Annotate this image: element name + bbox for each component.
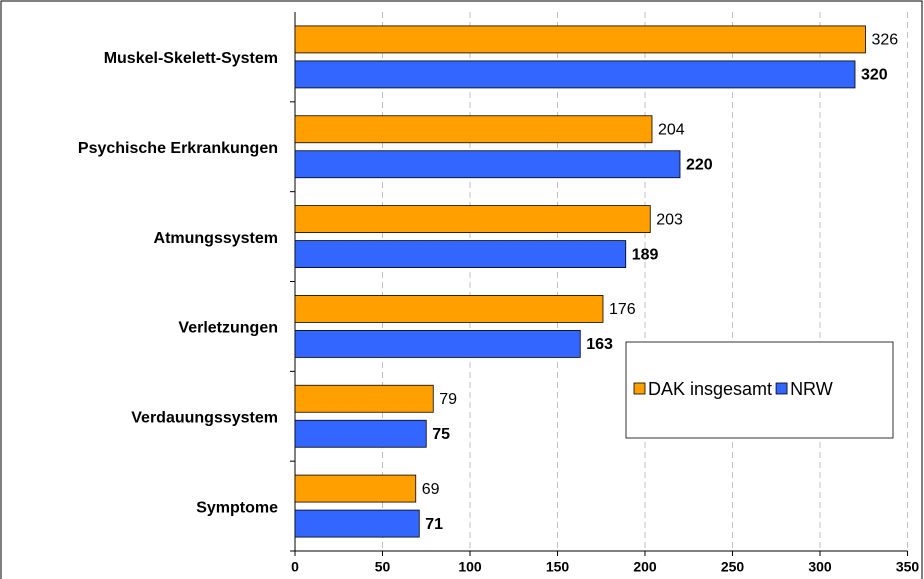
- bar: [294, 25, 866, 54]
- value-label: 203: [656, 211, 683, 228]
- y-tick-label: Symptome: [196, 499, 278, 516]
- value-label: 320: [861, 67, 888, 84]
- value-label: 176: [609, 301, 636, 318]
- bar: [294, 384, 434, 413]
- y-tick-label: Muskel-Skelett-System: [104, 50, 278, 67]
- legend-label: NRW: [790, 379, 833, 399]
- bar: [294, 330, 581, 358]
- value-label: 75: [432, 426, 450, 443]
- x-tick-label: 300: [808, 559, 832, 575]
- value-label: 69: [422, 481, 440, 498]
- value-label: 326: [872, 32, 899, 49]
- y-tick-label: Verletzungen: [178, 320, 278, 337]
- x-tick-label: 0: [291, 559, 299, 575]
- bar: [294, 419, 427, 448]
- legend-box: [625, 341, 894, 439]
- x-tick-label: 350: [896, 559, 920, 575]
- value-label: 71: [425, 516, 443, 533]
- legend-swatch: [775, 382, 788, 395]
- y-tick-label: Psychische Erkrankungen: [78, 140, 278, 157]
- x-tick-label: 250: [721, 559, 745, 575]
- x-tick-label: 150: [546, 559, 570, 575]
- bar: [294, 205, 651, 233]
- bar: [294, 240, 627, 268]
- bar: [294, 474, 417, 503]
- legend-label: DAK insgesamt: [648, 379, 772, 399]
- x-tick-label: 50: [375, 559, 391, 575]
- legend-swatch: [633, 382, 646, 395]
- value-label: 220: [686, 156, 713, 173]
- x-tick-label: 100: [458, 559, 482, 575]
- bar: [294, 60, 856, 89]
- bar: [294, 509, 420, 538]
- value-label: 163: [586, 336, 613, 353]
- x-tick-label: 200: [633, 559, 657, 575]
- y-tick-label: Atmungssystem: [154, 230, 278, 247]
- bar: [294, 150, 681, 179]
- value-label: 204: [658, 121, 685, 138]
- bar: [294, 295, 604, 323]
- y-tick-label: Verdauungssystem: [131, 409, 278, 426]
- value-label: 189: [632, 246, 659, 263]
- value-label: 79: [439, 391, 457, 408]
- bar: [294, 115, 653, 144]
